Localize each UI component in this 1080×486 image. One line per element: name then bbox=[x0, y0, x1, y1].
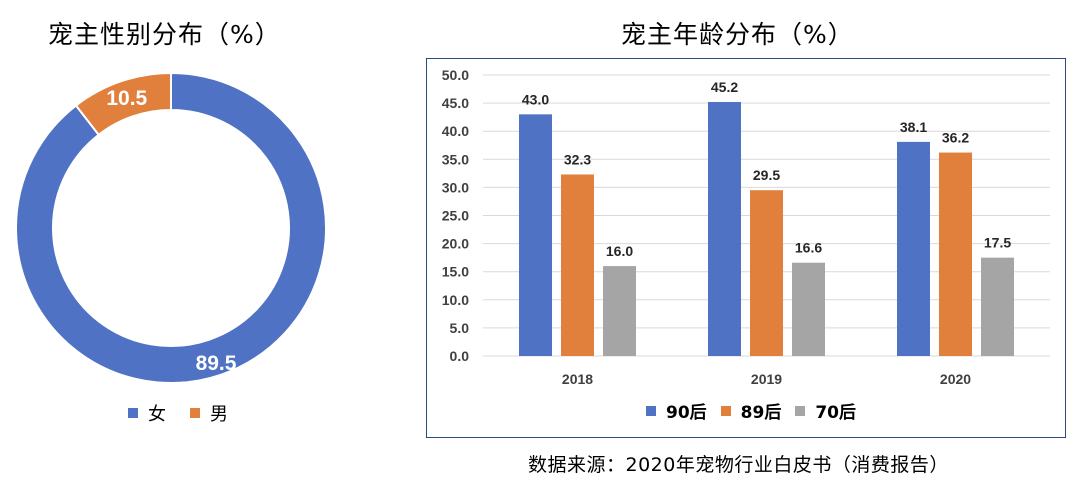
legend-swatch-90s bbox=[646, 405, 656, 416]
gender-legend: 女 男 bbox=[128, 400, 252, 426]
bar-2019-2 bbox=[792, 262, 825, 356]
y-tick-label: 40.0 bbox=[442, 123, 469, 139]
y-tick-label: 50.0 bbox=[442, 67, 469, 83]
bar-2018-2 bbox=[603, 266, 636, 356]
legend-swatch-male bbox=[190, 408, 200, 418]
legend-swatch-70s bbox=[795, 405, 806, 416]
bar-2020-1 bbox=[939, 152, 972, 356]
legend-item-89s: 89后 bbox=[720, 398, 782, 423]
y-tick-label: 10.0 bbox=[442, 292, 469, 308]
bar-data-label: 17.5 bbox=[984, 235, 1011, 251]
bar-2018-0 bbox=[519, 114, 552, 356]
data-source-note: 数据来源：2020年宠物行业白皮书（消费报告） bbox=[528, 454, 949, 476]
bar-2018-1 bbox=[561, 174, 594, 356]
legend-label-89s: 89后 bbox=[740, 403, 782, 423]
donut-value-label-0: 89.5 bbox=[196, 352, 237, 375]
bar-data-label: 16.0 bbox=[606, 243, 633, 259]
bar-data-label: 45.2 bbox=[711, 79, 738, 95]
bar-data-label: 38.1 bbox=[900, 119, 927, 135]
age-legend: 90后 89后 70后 bbox=[646, 398, 870, 423]
bar-data-label: 32.3 bbox=[564, 151, 591, 167]
age-chart-frame bbox=[426, 58, 1066, 438]
donut-slice-0 bbox=[15, 71, 327, 384]
gender-donut-chart: 89.5 10.5 bbox=[15, 71, 327, 384]
y-tick-label: 35.0 bbox=[442, 151, 469, 167]
x-tick-label: 2020 bbox=[940, 371, 971, 387]
legend-item-male: 男 bbox=[190, 400, 228, 426]
y-tick-label: 30.0 bbox=[442, 179, 469, 195]
legend-label-female: 女 bbox=[148, 404, 166, 425]
legend-swatch-89s bbox=[720, 405, 731, 416]
bar-data-label: 29.5 bbox=[753, 167, 780, 183]
age-bar-chart: 0.0 5.0 10.0 15.0 20.0 25.0 30.0 35.0 40.0 45.0 50… bbox=[442, 67, 1050, 387]
y-tick-label: 20.0 bbox=[442, 236, 469, 252]
y-tick-label: 25.0 bbox=[442, 208, 469, 224]
x-tick-label: 2018 bbox=[562, 371, 593, 387]
bar-data-label: 36.2 bbox=[942, 130, 969, 146]
bar-2019-0 bbox=[708, 101, 741, 356]
bar-2020-0 bbox=[897, 141, 930, 356]
age-chart-title: 宠主年龄分布（%） bbox=[621, 20, 854, 49]
y-tick-label: 15.0 bbox=[442, 264, 469, 280]
legend-label-male: 男 bbox=[210, 404, 228, 425]
legend-label-90s: 90后 bbox=[666, 403, 707, 423]
bar-2019-1 bbox=[750, 190, 783, 356]
y-tick-label: 0.0 bbox=[450, 348, 470, 364]
donut-slice-1 bbox=[74, 71, 172, 137]
bar-data-label: 43.0 bbox=[522, 91, 549, 107]
x-tick-label: 2019 bbox=[751, 371, 782, 387]
legend-item-90s: 90后 bbox=[646, 398, 707, 423]
donut-value-label-1: 10.5 bbox=[106, 87, 147, 110]
legend-item-70s: 70后 bbox=[795, 398, 856, 423]
legend-swatch-female bbox=[128, 408, 138, 418]
gender-chart-title: 宠主性别分布（%） bbox=[48, 20, 281, 49]
bar-data-label: 16.6 bbox=[795, 240, 822, 256]
y-tick-label: 5.0 bbox=[450, 320, 470, 336]
legend-label-70s: 70后 bbox=[815, 403, 857, 423]
y-tick-label: 45.0 bbox=[442, 95, 469, 111]
bar-2020-2 bbox=[981, 257, 1014, 356]
legend-item-female: 女 bbox=[128, 400, 166, 426]
